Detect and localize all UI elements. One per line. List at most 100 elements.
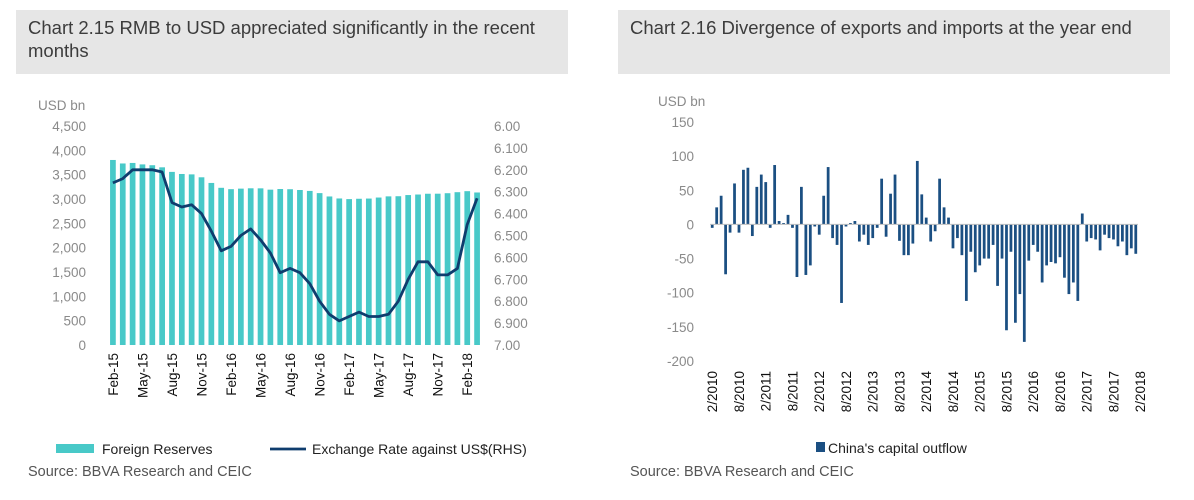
outflow-bar — [813, 224, 817, 227]
capital-outflow-chart: USD bn 150 100 50 0 -50 -100 -150 -200 2/2010 8/20… — [658, 94, 1148, 456]
outflow-bar — [849, 223, 852, 225]
reserve-bar — [228, 189, 234, 345]
reserve-bar — [188, 174, 195, 345]
outflow-bar — [1022, 224, 1026, 342]
x-tick-label: 8/2013 — [892, 371, 907, 412]
y2-tick-label: 6.500 — [494, 229, 528, 244]
outflow-bar — [777, 221, 781, 225]
outflow-bar — [1000, 224, 1004, 259]
legend-label-outflow: China's capital outflow — [828, 440, 968, 456]
reserve-bar — [159, 167, 165, 345]
reserve-bar — [336, 198, 343, 345]
x-tick-label: 8/2015 — [999, 371, 1014, 412]
outflow-bar — [1014, 224, 1017, 323]
reserve-bar — [198, 177, 205, 345]
outflow-bar — [871, 224, 875, 239]
y-tick-label: 0 — [78, 338, 86, 353]
reserve-bar — [238, 188, 244, 345]
outflow-bar — [1080, 213, 1084, 225]
outflow-bar — [947, 217, 950, 225]
reserve-bar — [297, 189, 303, 345]
outflow-bar — [795, 224, 799, 278]
y2-tick-label: 6.400 — [494, 207, 528, 222]
x-tick-label: Nov-17 — [431, 353, 446, 397]
outflow-bar — [996, 224, 999, 286]
x-tick-label: 8/2017 — [1106, 371, 1121, 412]
outflow-bar — [987, 224, 991, 259]
outflow-bar — [880, 178, 884, 225]
outflow-bar — [1040, 224, 1044, 283]
x-tick-label: Aug-15 — [165, 353, 180, 397]
outflow-bar — [907, 224, 910, 256]
outflow-bar — [786, 214, 790, 225]
outflow-bar — [982, 224, 986, 259]
outflow-bar — [956, 224, 959, 239]
reserve-bar — [474, 192, 480, 345]
x-tick-label: Aug-16 — [283, 353, 298, 397]
reserve-bar — [316, 193, 323, 345]
outflow-bar — [1071, 224, 1075, 283]
outflow-bar — [759, 174, 763, 225]
x-tick-label: 2/2013 — [866, 371, 881, 412]
outflow-bar — [719, 195, 723, 225]
outflow-bar — [964, 224, 968, 301]
y-tick-label: -50 — [674, 252, 694, 267]
x-tick-label: Feb-15 — [106, 353, 121, 396]
outflow-bar — [853, 221, 857, 225]
outflow-bar — [973, 224, 977, 273]
x-tick-label: Nov-15 — [195, 353, 210, 397]
reserve-bar — [267, 189, 274, 345]
y-tick-label: 500 — [63, 314, 86, 329]
legend-swatch-reserves — [56, 444, 94, 453]
reserve-bar — [346, 199, 352, 345]
x-tick-label: May-15 — [135, 353, 150, 398]
outflow-bar — [1125, 224, 1129, 256]
legend-label-exchange-rate: Exchange Rate against US$(RHS) — [312, 441, 527, 457]
x-tick-label: Feb-17 — [342, 353, 357, 396]
outflow-bar — [933, 224, 937, 232]
reserve-bar — [326, 196, 333, 345]
y-tick-label: 1,000 — [52, 289, 86, 304]
outflow-bar — [1076, 224, 1080, 301]
x-tick-label: 2/2011 — [759, 371, 774, 411]
outflow-bar — [808, 224, 812, 266]
outflow-bar — [840, 224, 843, 303]
x-tick-label: 8/2012 — [839, 371, 854, 412]
y2-tick-label: 6.200 — [494, 163, 528, 178]
outflow-bar — [969, 224, 973, 252]
reserves-fx-chart: USD bn 4,500 4,000 3,500 3,000 2,500 2,000 1,50… — [38, 98, 528, 457]
outflow-bar — [768, 224, 772, 228]
outflow-bar — [715, 207, 719, 225]
y-tick-label: 100 — [671, 149, 694, 164]
x-tick-label: 8/2016 — [1053, 371, 1068, 412]
outflow-bar — [826, 167, 830, 225]
outflow-bar — [1049, 224, 1053, 262]
x-tick-label: 2/2015 — [973, 371, 988, 412]
reserve-bar — [119, 163, 126, 345]
outflow-bar — [1018, 224, 1022, 295]
outflow-bar — [1063, 224, 1066, 278]
outflow-bar — [1027, 224, 1031, 261]
y-tick-label: 0 — [686, 217, 694, 232]
y2-tick-label: 6.100 — [494, 141, 528, 156]
outflow-bar — [866, 224, 870, 245]
y-tick-label: -200 — [667, 354, 694, 369]
x-tick-label: 8/2014 — [946, 371, 961, 413]
reserve-bar — [434, 193, 441, 345]
y2-tick-label: 6.00 — [494, 119, 520, 134]
x-tick-label: Nov-16 — [313, 353, 328, 397]
outflow-bar — [911, 224, 915, 244]
outflow-bar — [889, 193, 892, 225]
x-tick-label: 2/2018 — [1133, 371, 1148, 412]
outflow-bar — [1089, 224, 1093, 239]
x-tick-label: 2/2012 — [812, 371, 827, 412]
outflow-bar — [1009, 224, 1013, 252]
outflow-bar — [893, 174, 897, 225]
outflow-bar — [817, 224, 821, 235]
reserve-bar — [415, 194, 421, 345]
y2-tick-label: 6.600 — [494, 250, 528, 265]
outflow-bar — [951, 224, 955, 249]
outflow-bar — [1054, 224, 1057, 264]
outflow-bar — [822, 195, 826, 225]
reserve-bar — [139, 164, 146, 345]
